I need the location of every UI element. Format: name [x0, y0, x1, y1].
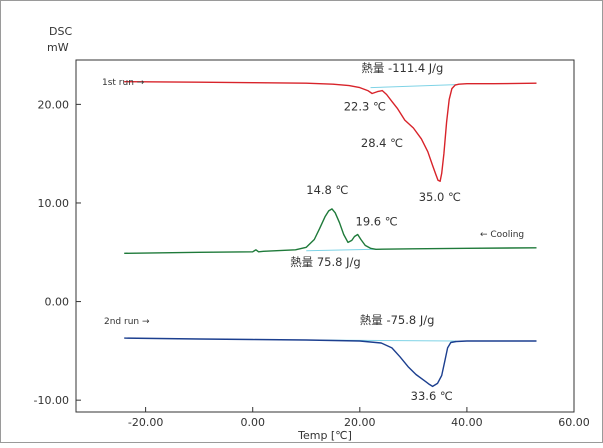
integration-baseline [370, 84, 457, 89]
y-tick-label: -10.00 [34, 394, 69, 407]
peak-annotation: 35.0 ℃ [419, 190, 461, 204]
peak-annotation: 熱量 75.8 J/g [290, 255, 360, 269]
peak-annotation: 14.8 ℃ [306, 183, 348, 197]
series-label-2nd-run: 2nd run → [104, 317, 150, 327]
peak-annotation: 33.6 ℃ [411, 389, 453, 403]
peak-annotation: 熱量 -111.4 J/g [361, 61, 443, 75]
series-line [124, 208, 537, 254]
y-tick-label: 0.00 [45, 296, 70, 309]
y-axis-label-unit: mW [47, 41, 69, 54]
peak-annotation: 19.6 ℃ [356, 215, 398, 229]
x-tick-label: 60.00 [558, 416, 590, 429]
integration-baseline [306, 248, 376, 252]
y-axis-label-top: DSC [49, 25, 72, 38]
peak-annotation: 28.4 ℃ [361, 136, 403, 150]
series-line [124, 81, 537, 183]
peak-annotation: 22.3 ℃ [344, 99, 386, 113]
x-tick-label: 20.00 [344, 416, 376, 429]
annotations: 熱量 -111.4 J/g 22.3 ℃ 28.4 ℃ 35.0 ℃ 14.8 ℃ 19.… [290, 61, 461, 403]
x-axis-label: Temp [℃] [297, 429, 352, 442]
series-label-1st-run: 1st run → [102, 78, 145, 88]
x-tick-label: 0.00 [240, 416, 265, 429]
plot-area [75, 59, 575, 413]
series-label-cooling: ← Cooling [480, 230, 524, 240]
y-tick-label: 10.00 [38, 197, 70, 210]
axes-ticks: -20.00 0.00 20.00 40.00 60.00 -10.00 0.00 10.00… [34, 98, 590, 429]
x-tick-label: -20.00 [128, 416, 163, 429]
peak-annotation: 熱量 -75.8 J/g [360, 313, 435, 327]
y-tick-label: 20.00 [38, 98, 70, 111]
series-line [124, 337, 537, 388]
series-group [124, 81, 537, 388]
x-tick-label: 40.00 [451, 416, 483, 429]
